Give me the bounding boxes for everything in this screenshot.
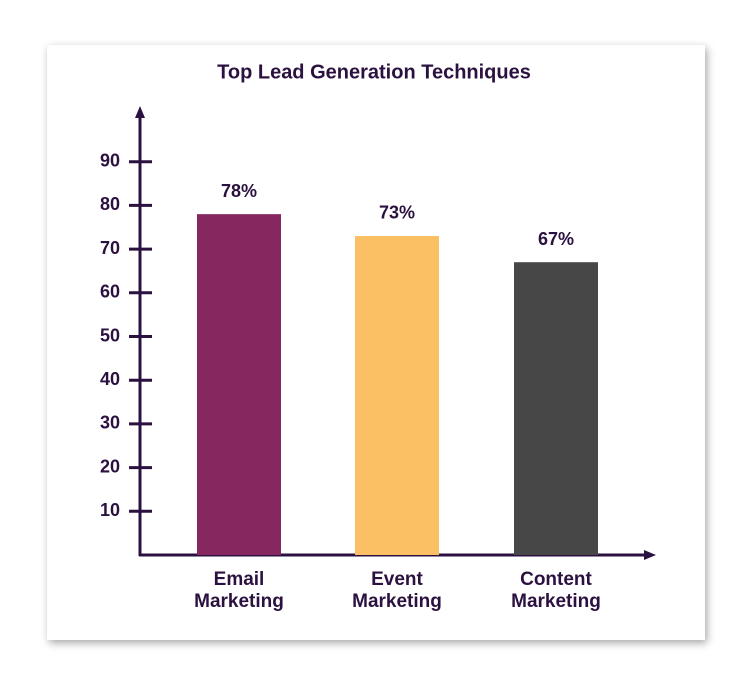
chart-title: Top Lead Generation Techniques xyxy=(217,61,531,83)
value-label: 67% xyxy=(538,229,574,249)
y-tick-label: 20 xyxy=(100,456,120,476)
x-tick-label: Content Marketing xyxy=(511,569,601,612)
y-tick-label: 70 xyxy=(100,238,120,258)
bar xyxy=(514,262,598,555)
y-tick-label: 40 xyxy=(100,369,120,389)
bar xyxy=(355,235,439,556)
y-tick-label: 50 xyxy=(100,325,120,345)
y-tick-label: 60 xyxy=(100,282,120,302)
y-tick-label: 30 xyxy=(100,413,120,433)
y-tick-label: 90 xyxy=(100,150,120,170)
x-axis-arrow xyxy=(644,550,656,560)
value-label: 73% xyxy=(379,203,415,223)
x-tick-label: Event Marketing xyxy=(352,569,442,612)
value-label: 78% xyxy=(221,181,257,201)
y-axis-arrow xyxy=(135,106,145,118)
bar xyxy=(197,214,281,555)
y-tick-label: 10 xyxy=(100,500,120,520)
y-tick-label: 80 xyxy=(100,194,120,214)
x-tick-label: Email Marketing xyxy=(194,569,284,612)
